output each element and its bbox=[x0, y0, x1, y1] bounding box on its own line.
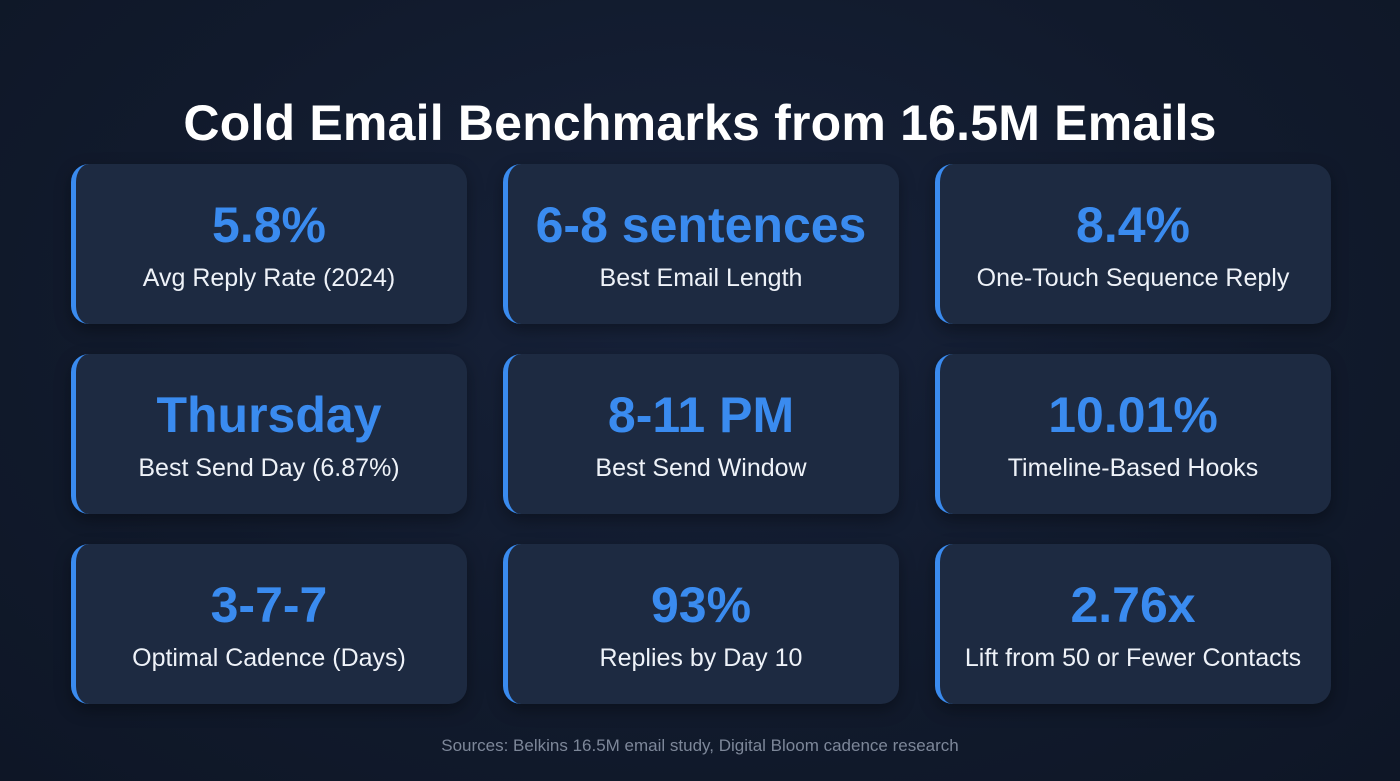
stat-label: Optimal Cadence (Days) bbox=[132, 643, 406, 672]
stat-value: 8.4% bbox=[1076, 196, 1190, 253]
stat-label: Best Email Length bbox=[599, 263, 803, 292]
stat-card-avg-reply-rate: 5.8% Avg Reply Rate (2024) bbox=[71, 164, 467, 324]
stat-value: 5.8% bbox=[212, 196, 326, 253]
stat-card-timeline-hooks: 10.01% Timeline-Based Hooks bbox=[935, 354, 1331, 514]
stat-card-best-send-day: Thursday Best Send Day (6.87%) bbox=[71, 354, 467, 514]
stat-value: 2.76x bbox=[1070, 576, 1196, 633]
stat-value: 8-11 PM bbox=[607, 386, 795, 443]
stat-value: Thursday bbox=[156, 386, 382, 443]
stat-label: Best Send Day (6.87%) bbox=[138, 453, 400, 482]
stat-card-optimal-cadence: 3-7-7 Optimal Cadence (Days) bbox=[71, 544, 467, 704]
stat-label: Avg Reply Rate (2024) bbox=[142, 263, 396, 292]
stat-label: Replies by Day 10 bbox=[599, 643, 803, 672]
stat-label: One-Touch Sequence Reply bbox=[976, 263, 1290, 292]
stat-label: Best Send Window bbox=[595, 453, 807, 482]
stat-label: Lift from 50 or Fewer Contacts bbox=[964, 643, 1302, 672]
stat-value: 6-8 sentences bbox=[535, 196, 867, 253]
stat-card-replies-by-day-10: 93% Replies by Day 10 bbox=[503, 544, 899, 704]
stat-card-best-email-length: 6-8 sentences Best Email Length bbox=[503, 164, 899, 324]
page-title: Cold Email Benchmarks from 16.5M Emails bbox=[183, 94, 1217, 151]
stat-value: 10.01% bbox=[1048, 386, 1218, 443]
stat-card-best-send-window: 8-11 PM Best Send Window bbox=[503, 354, 899, 514]
stat-label: Timeline-Based Hooks bbox=[1007, 453, 1259, 482]
sources-footnote: Sources: Belkins 16.5M email study, Digi… bbox=[441, 736, 959, 755]
stat-card-contact-lift: 2.76x Lift from 50 or Fewer Contacts bbox=[935, 544, 1331, 704]
stat-value: 93% bbox=[650, 576, 752, 633]
stat-card-one-touch-reply: 8.4% One-Touch Sequence Reply bbox=[935, 164, 1331, 324]
stat-value: 3-7-7 bbox=[210, 576, 328, 633]
benchmark-grid: 5.8% Avg Reply Rate (2024) 6-8 sentences… bbox=[71, 164, 1331, 704]
